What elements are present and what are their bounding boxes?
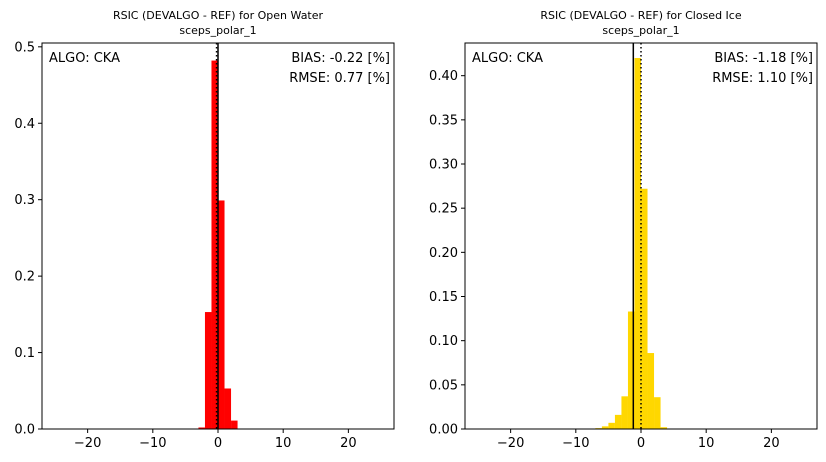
y-tick-label: 0.00 <box>429 423 458 438</box>
histogram-bar <box>654 397 661 429</box>
histogram-bar <box>647 353 655 429</box>
y-tick-label: 0.25 <box>429 202 458 217</box>
y-tick-label: 0.20 <box>429 246 458 261</box>
x-tick-label: −20 <box>74 436 101 451</box>
x-tick-label: −20 <box>497 436 524 451</box>
x-tick-label: 20 <box>340 436 357 451</box>
reference-lines <box>632 43 642 429</box>
chart-subtitle: sceps_polar_1 <box>179 24 256 37</box>
reference-lines <box>215 43 219 429</box>
rmse-annotation: RMSE: 1.10 [%] <box>712 71 813 86</box>
x-tick-label: 10 <box>698 436 715 451</box>
histogram-bar <box>198 427 205 429</box>
y-tick-label: 0.05 <box>429 378 458 393</box>
histogram-bar <box>224 388 232 429</box>
x-tick-label: 0 <box>214 436 222 451</box>
y-tick-label: 0.1 <box>14 346 35 361</box>
histogram-bar <box>601 426 609 429</box>
algo-annotation: ALGO: CKA <box>472 51 543 66</box>
y-tick-label: 0.0 <box>14 423 35 438</box>
histogram-bar <box>641 188 648 429</box>
x-tick-label: 20 <box>763 436 780 451</box>
y-tick-label: 0.3 <box>14 193 35 208</box>
histogram-bars <box>198 60 238 429</box>
algo-annotation: ALGO: CKA <box>49 51 120 66</box>
histogram-bar <box>608 422 615 429</box>
x-axis-ticks: −20 −10 0 10 20 <box>74 429 357 451</box>
y-tick-label: 0.15 <box>429 290 458 305</box>
x-tick-label: −10 <box>562 436 589 451</box>
histogram-bar <box>634 58 641 430</box>
x-tick-label: 10 <box>275 436 292 451</box>
y-tick-label: 0.4 <box>14 117 35 132</box>
histogram-bar <box>231 420 238 429</box>
open-water-histogram-panel: RSIC (DEVALGO - REF) for Open Water scep… <box>14 9 395 451</box>
chart-title: RSIC (DEVALGO - REF) for Closed Ice <box>540 9 741 22</box>
bias-annotation: BIAS: -1.18 [%] <box>714 51 813 66</box>
y-axis-ticks: 0.00 0.05 0.10 0.15 0.20 0.25 0.30 0.35 0.40 <box>429 69 465 438</box>
x-tick-label: 0 <box>637 436 645 451</box>
histogram-bar <box>627 311 635 429</box>
histogram-bar <box>621 396 628 429</box>
bias-annotation: BIAS: -0.22 [%] <box>291 51 390 66</box>
y-tick-label: 0.35 <box>429 113 458 128</box>
rmse-annotation: RMSE: 0.77 [%] <box>289 71 390 86</box>
x-tick-label: −10 <box>139 436 166 451</box>
histogram-bar <box>218 200 225 429</box>
closed-ice-histogram-panel: RSIC (DEVALGO - REF) for Closed Ice scep… <box>429 9 818 451</box>
y-tick-label: 0.10 <box>429 334 458 349</box>
y-tick-label: 0.30 <box>429 158 458 173</box>
histogram-bar <box>614 414 622 429</box>
x-axis-ticks: −20 −10 0 10 20 <box>497 429 780 451</box>
chart-title: RSIC (DEVALGO - REF) for Open Water <box>113 9 324 22</box>
histogram-bar <box>204 312 212 429</box>
y-tick-label: 0.2 <box>14 270 35 285</box>
histogram-bar <box>660 427 668 429</box>
y-tick-label: 0.40 <box>429 69 458 84</box>
y-tick-label: 0.5 <box>14 40 35 55</box>
histogram-bars <box>595 58 668 430</box>
y-axis-ticks: 0.0 0.1 0.2 0.3 0.4 0.5 <box>14 40 42 438</box>
histogram-bar <box>211 60 218 429</box>
chart-subtitle: sceps_polar_1 <box>602 24 679 37</box>
